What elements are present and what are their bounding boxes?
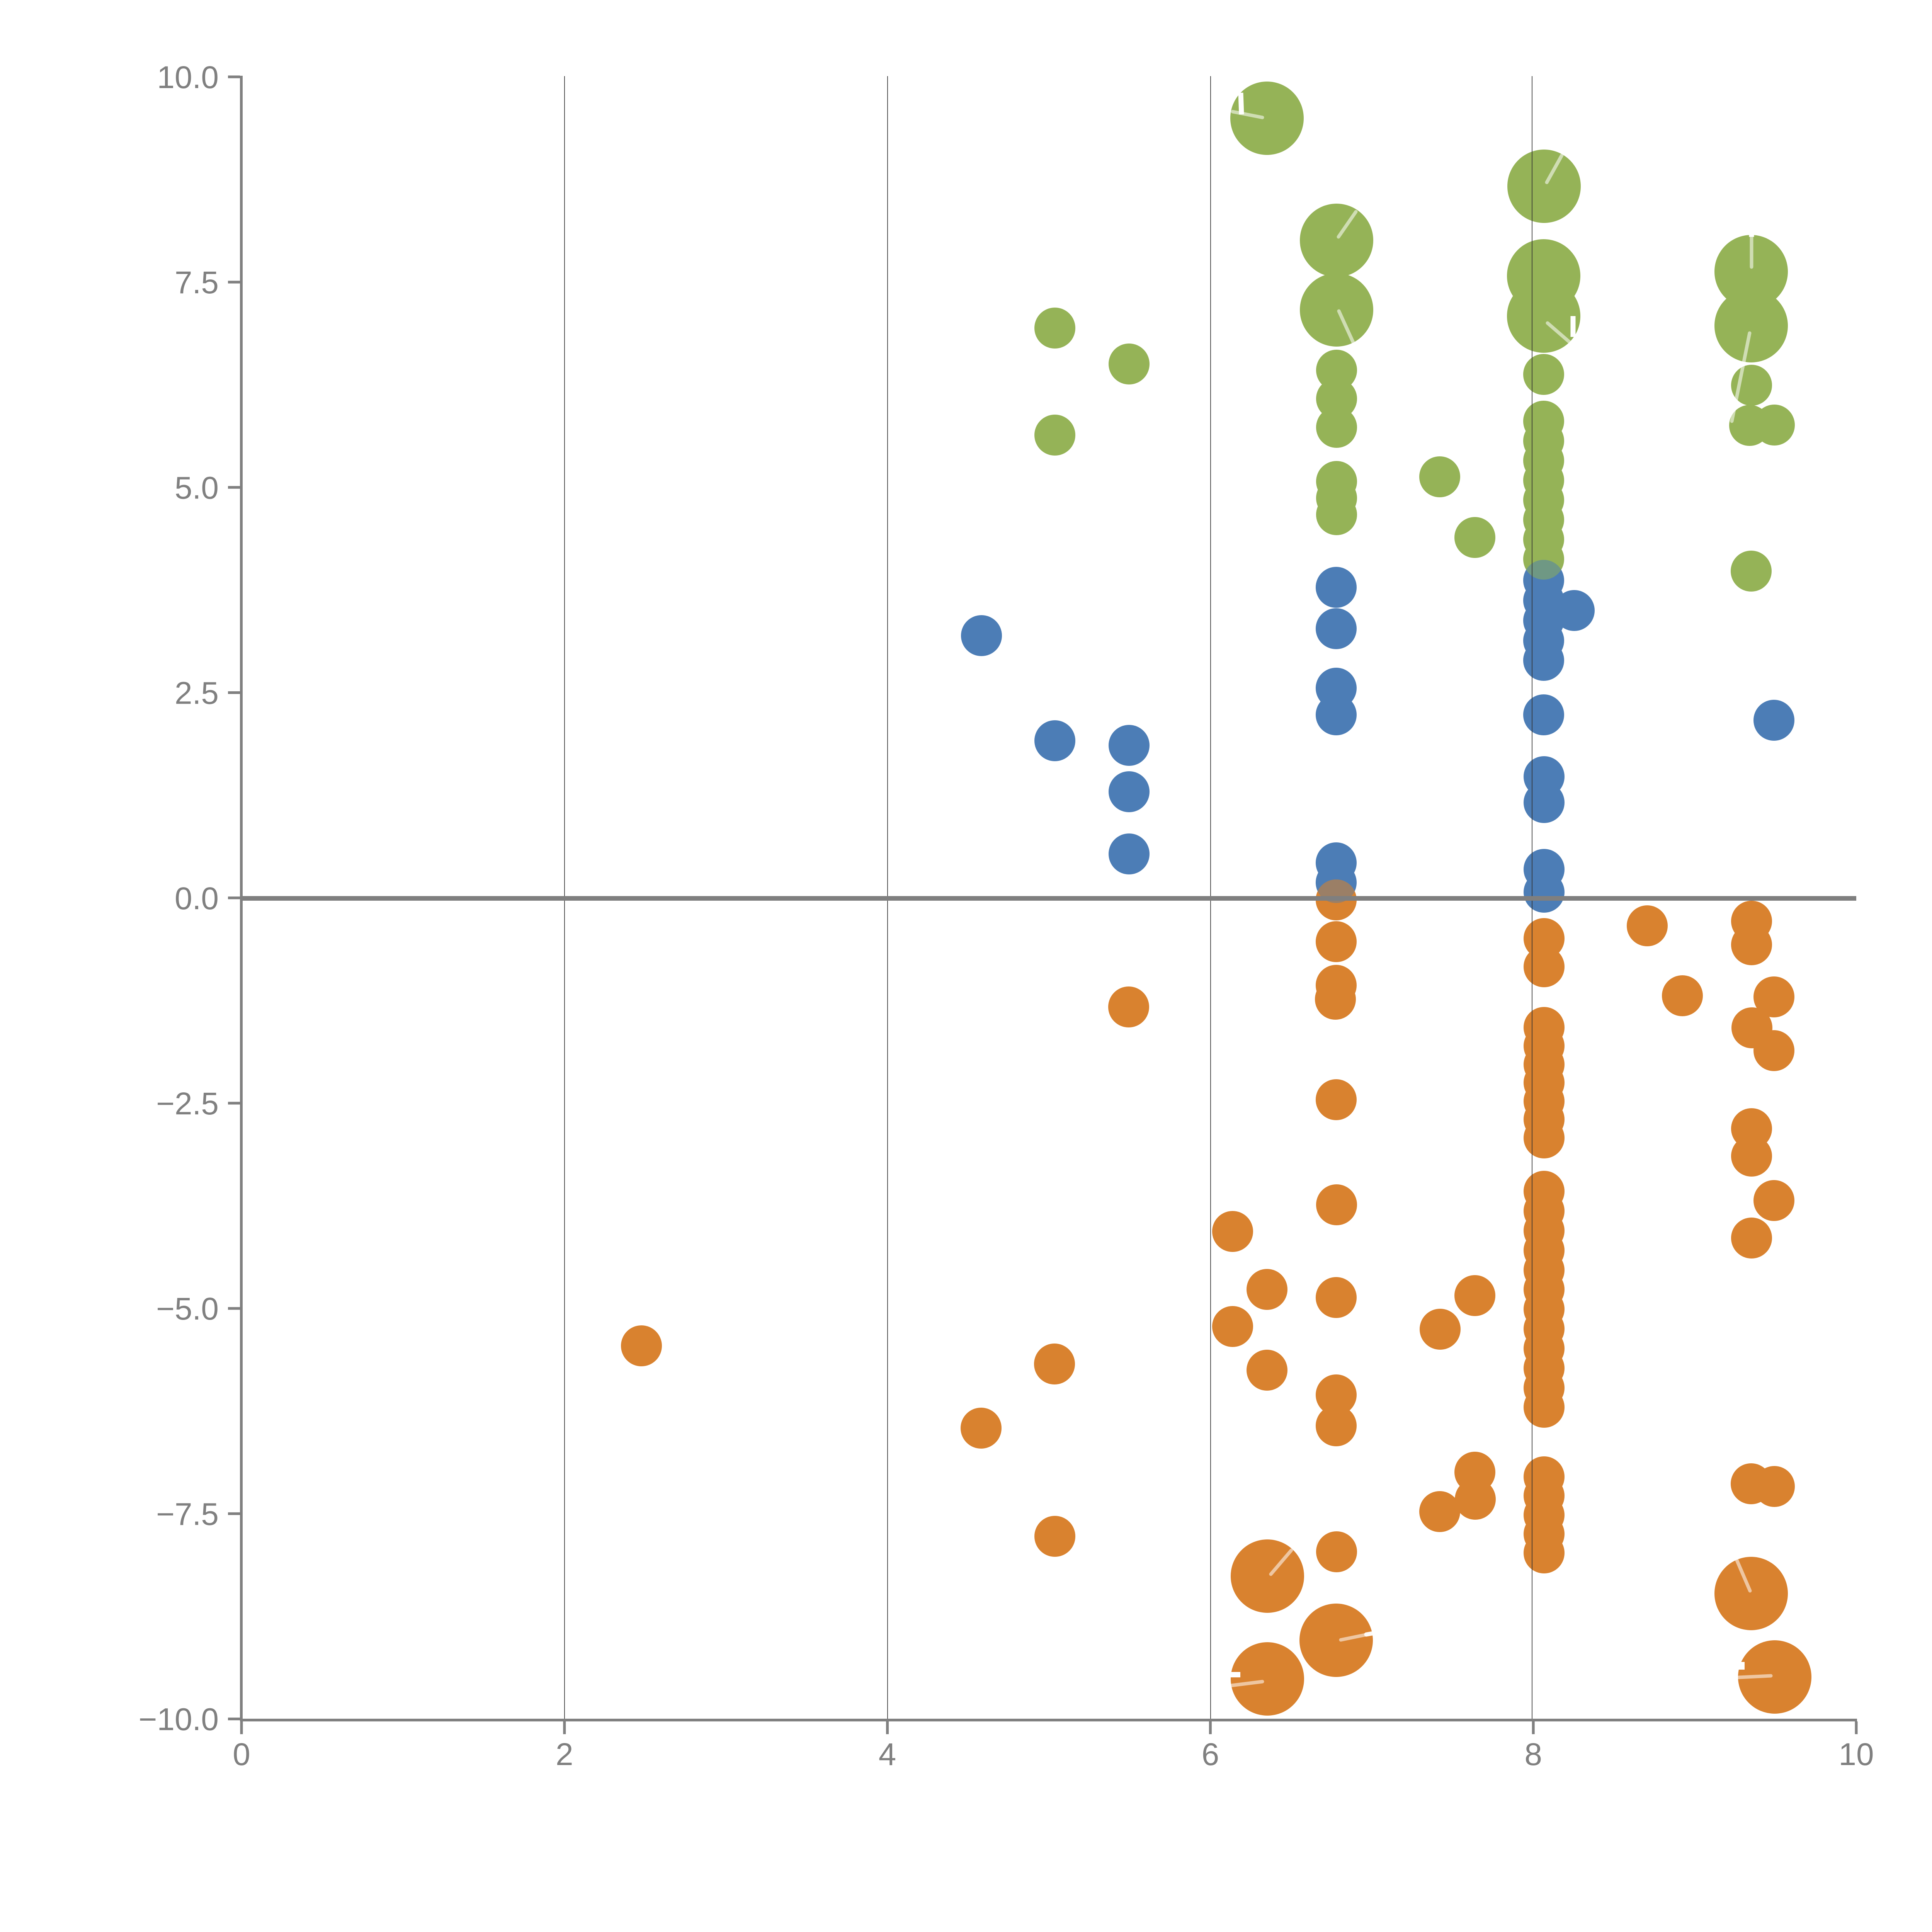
svg-text:0: 0 [233, 1737, 250, 1772]
svg-text:2.5: 2.5 [175, 676, 219, 711]
svg-text:−7.5: −7.5 [156, 1497, 219, 1532]
svg-text:−5.0: −5.0 [156, 1291, 219, 1327]
svg-text:−10.0: −10.0 [139, 1702, 219, 1737]
svg-text:7.5: 7.5 [175, 265, 219, 300]
svg-text:0.0: 0.0 [175, 881, 219, 916]
svg-text:8: 8 [1524, 1737, 1542, 1772]
svg-text:2: 2 [556, 1737, 573, 1772]
svg-text:5.0: 5.0 [175, 470, 219, 505]
svg-text:6: 6 [1202, 1737, 1219, 1772]
svg-text:−2.5: −2.5 [156, 1086, 219, 1121]
svg-text:10.0: 10.0 [157, 60, 219, 95]
svg-text:10: 10 [1838, 1737, 1874, 1772]
svg-text:4: 4 [879, 1737, 896, 1772]
